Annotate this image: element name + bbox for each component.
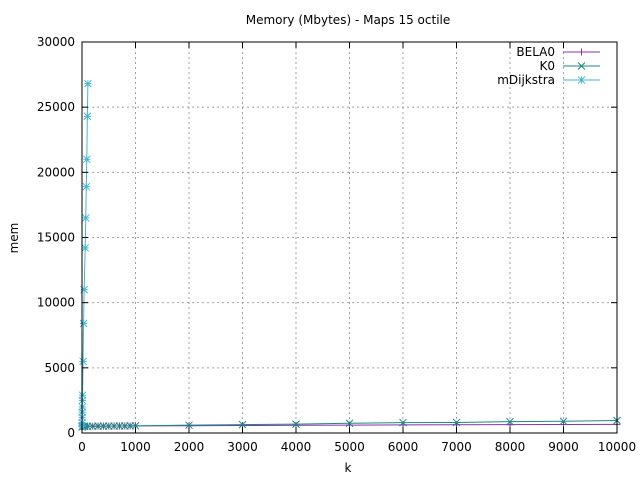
data-point-mdijkstra <box>81 214 90 222</box>
y-tick-label: 5000 <box>44 361 75 375</box>
x-tick-label: 0 <box>78 440 86 454</box>
legend-label-bela0: BELA0 <box>516 45 555 59</box>
data-point-mdijkstra <box>82 155 91 164</box>
data-point-k0 <box>238 420 247 429</box>
data-point-mdijkstra <box>82 182 91 191</box>
data-point-mdijkstra <box>78 391 87 400</box>
y-tick-label: 30000 <box>37 35 75 49</box>
series-line-mdijkstra <box>81 83 89 427</box>
data-point-mdijkstra <box>83 112 92 121</box>
data-point-k0 <box>559 417 568 426</box>
grid-lines <box>82 42 617 433</box>
axis-ticks: 0 1000 2000 3000 4000 5000 6000 7000 8000 9000 100… <box>37 35 636 454</box>
data-point-k0 <box>452 418 461 427</box>
series-mdijkstra <box>78 79 92 431</box>
data-point-mdijkstra <box>84 79 92 88</box>
y-tick-label: 25000 <box>37 100 75 114</box>
y-tick-label: 0 <box>67 426 75 440</box>
data-point-k0 <box>345 419 354 428</box>
x-tick-label: 5000 <box>334 440 365 454</box>
y-axis-label: mem <box>7 223 21 254</box>
y-tick-label: 15000 <box>37 231 75 245</box>
x-tick-label: 7000 <box>441 440 472 454</box>
x-tick-label: 10000 <box>598 440 636 454</box>
data-point-mdijkstra <box>79 357 87 366</box>
chart-title: Memory (Mbytes) - Maps 15 octile <box>246 13 451 27</box>
data-point-bela0 <box>560 421 567 429</box>
data-point-k0 <box>292 420 300 428</box>
y-tick-label: 10000 <box>37 296 75 310</box>
x-tick-label: 3000 <box>227 440 258 454</box>
data-point-k0 <box>399 418 407 427</box>
legend-marker-bela0 <box>578 48 585 56</box>
data-point-mdijkstra <box>81 244 90 252</box>
legend-label-mdijkstra: mDijkstra <box>497 73 555 87</box>
x-tick-label: 1000 <box>120 440 151 454</box>
data-point-k0 <box>185 421 193 430</box>
y-tick-label: 20000 <box>37 165 75 179</box>
x-tick-label: 2000 <box>174 440 205 454</box>
data-point-mdijkstra <box>79 319 88 328</box>
x-axis-label: k <box>345 461 352 475</box>
data-point-k0 <box>131 421 140 430</box>
data-point-k0 <box>506 417 514 426</box>
legend-label-k0: K0 <box>539 59 555 73</box>
legend-marker-k0 <box>577 62 586 70</box>
x-tick-label: 8000 <box>495 440 526 454</box>
x-tick-label: 9000 <box>548 440 579 454</box>
legend-marker-mdijkstra <box>577 76 586 84</box>
x-tick-label: 6000 <box>388 440 419 454</box>
x-tick-label: 4000 <box>281 440 312 454</box>
